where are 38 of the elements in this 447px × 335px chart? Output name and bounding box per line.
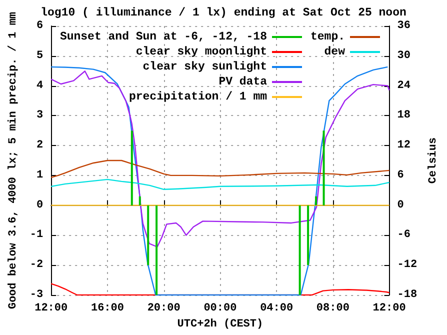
y2-tick-label: -12 [397,259,418,272]
y-tick-label: -2 [30,259,44,272]
y2-tick-label: -6 [397,229,410,242]
legend-label: PV data [218,76,268,88]
y-tick-label: -3 [30,289,44,301]
x-tick-label: 12:00 [34,302,68,314]
y2-tick-label: 24 [397,80,411,92]
y2-tick-label: 30 [397,50,410,62]
legend-label: dew [324,46,346,58]
y-tick-label: 2 [36,140,44,152]
y-tick-label: 3 [36,110,44,122]
x-tick-label: 12:00 [372,302,406,314]
x-tick-label: 16:00 [90,302,124,314]
y2-tick-label: 12 [397,140,410,152]
y-tick-label: 4 [36,80,44,92]
x-axis-title: UTC+2h (CEST) [177,318,264,330]
y-axis-title: Good below 3.6, 4000 lx; 5 min precip. / 1 mm [8,12,20,310]
y2-tick-label: 6 [397,169,404,182]
legend-label: temp. [310,30,345,44]
legend-label: precipitation / 1 mm [128,90,268,104]
y2-tick-label: 36 [397,20,410,32]
legend-label: clear sky moonlight [136,46,267,58]
y-tick-label: 1 [36,169,44,182]
y2-axis-title: Celsius [428,137,440,184]
x-tick-label: 08:00 [316,302,350,314]
y-tick-label: 5 [36,50,44,62]
y-tick-label: 6 [36,20,44,32]
x-tick-label: 00:00 [204,302,237,314]
y2-tick-label: 0 [397,199,404,212]
y-tick-label: 0 [36,199,44,212]
x-tick-label: 20:00 [147,302,180,314]
chart-title: log10 ( illuminance / 1 lx) ending at Sat Oct 25 noon [40,6,406,20]
y-tick-label: -1 [30,229,44,242]
legend-label: clear sky sunlight [142,60,267,74]
x-tick-label: 04:00 [260,302,294,314]
y2-tick-label: -18 [397,289,418,301]
legend-label: Sunset and Sun at -6, -12, -18 [60,30,268,44]
y2-tick-label: 18 [397,110,411,122]
